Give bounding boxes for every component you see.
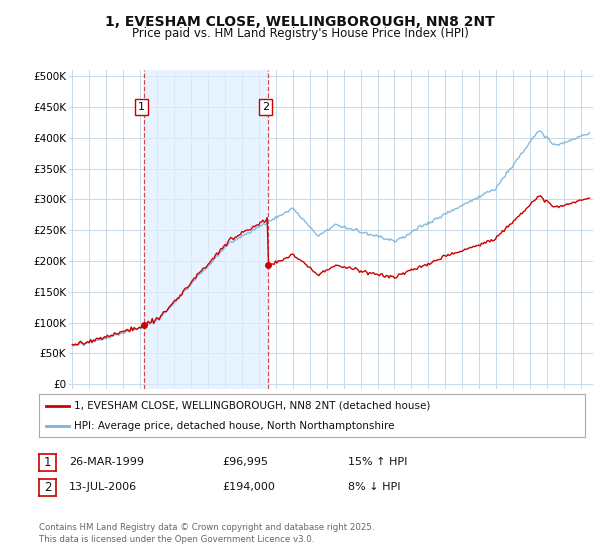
Text: 13-JUL-2006: 13-JUL-2006 — [69, 482, 137, 492]
Text: 1: 1 — [138, 102, 145, 112]
Text: HPI: Average price, detached house, North Northamptonshire: HPI: Average price, detached house, Nort… — [74, 421, 395, 431]
Text: 15% ↑ HPI: 15% ↑ HPI — [348, 457, 407, 467]
Text: £96,995: £96,995 — [222, 457, 268, 467]
Text: 1, EVESHAM CLOSE, WELLINGBOROUGH, NN8 2NT (detached house): 1, EVESHAM CLOSE, WELLINGBOROUGH, NN8 2N… — [74, 401, 431, 410]
Text: £194,000: £194,000 — [222, 482, 275, 492]
Text: 26-MAR-1999: 26-MAR-1999 — [69, 457, 144, 467]
Text: 2: 2 — [44, 481, 51, 494]
Bar — [144, 70, 268, 389]
Text: 2: 2 — [262, 102, 269, 112]
Text: Contains HM Land Registry data © Crown copyright and database right 2025.
This d: Contains HM Land Registry data © Crown c… — [39, 522, 374, 544]
Text: 1: 1 — [44, 456, 51, 469]
Text: 1, EVESHAM CLOSE, WELLINGBOROUGH, NN8 2NT: 1, EVESHAM CLOSE, WELLINGBOROUGH, NN8 2N… — [105, 15, 495, 29]
Text: 8% ↓ HPI: 8% ↓ HPI — [348, 482, 401, 492]
Text: Price paid vs. HM Land Registry's House Price Index (HPI): Price paid vs. HM Land Registry's House … — [131, 27, 469, 40]
